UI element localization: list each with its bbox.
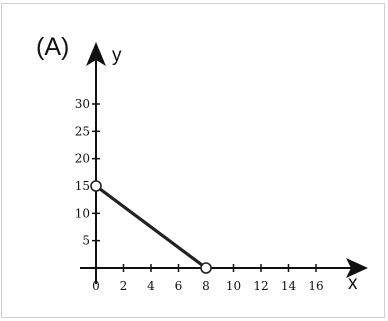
x-tick-label: 8	[202, 279, 210, 293]
y-axis: y	[86, 42, 122, 284]
y-tick-label: 25	[75, 124, 90, 138]
y-ticks: 5 10 15 20 25 30	[75, 97, 100, 248]
y-tick-label: 15	[75, 179, 90, 193]
panel-frame	[1, 3, 385, 318]
x-tick-label: 6	[175, 279, 183, 293]
y-tick-label: 30	[75, 97, 90, 111]
open-endpoint	[90, 180, 102, 192]
x-tick-label: 4	[147, 279, 155, 293]
x-axis-arrowhead	[346, 258, 368, 278]
x-tick-label: 2	[120, 279, 128, 293]
x-tick-label: 16	[308, 279, 323, 293]
y-tick-label: 20	[75, 152, 90, 166]
x-tick-label: 10	[226, 279, 241, 293]
y-tick-label: 5	[82, 234, 90, 248]
open-endpoint	[200, 262, 212, 274]
x-axis: x	[80, 258, 368, 294]
y-tick-label: 10	[75, 206, 90, 220]
x-axis-label: x	[348, 273, 358, 294]
y-axis-label: y	[112, 45, 122, 66]
series-line	[95, 184, 207, 270]
panel-label: (A)	[36, 33, 69, 61]
x-tick-label: 12	[253, 279, 268, 293]
x-tick-label: 0	[92, 279, 100, 293]
y-axis-arrowhead	[86, 42, 106, 66]
series-layer	[90, 180, 212, 274]
x-tick-label: 14	[281, 279, 297, 293]
